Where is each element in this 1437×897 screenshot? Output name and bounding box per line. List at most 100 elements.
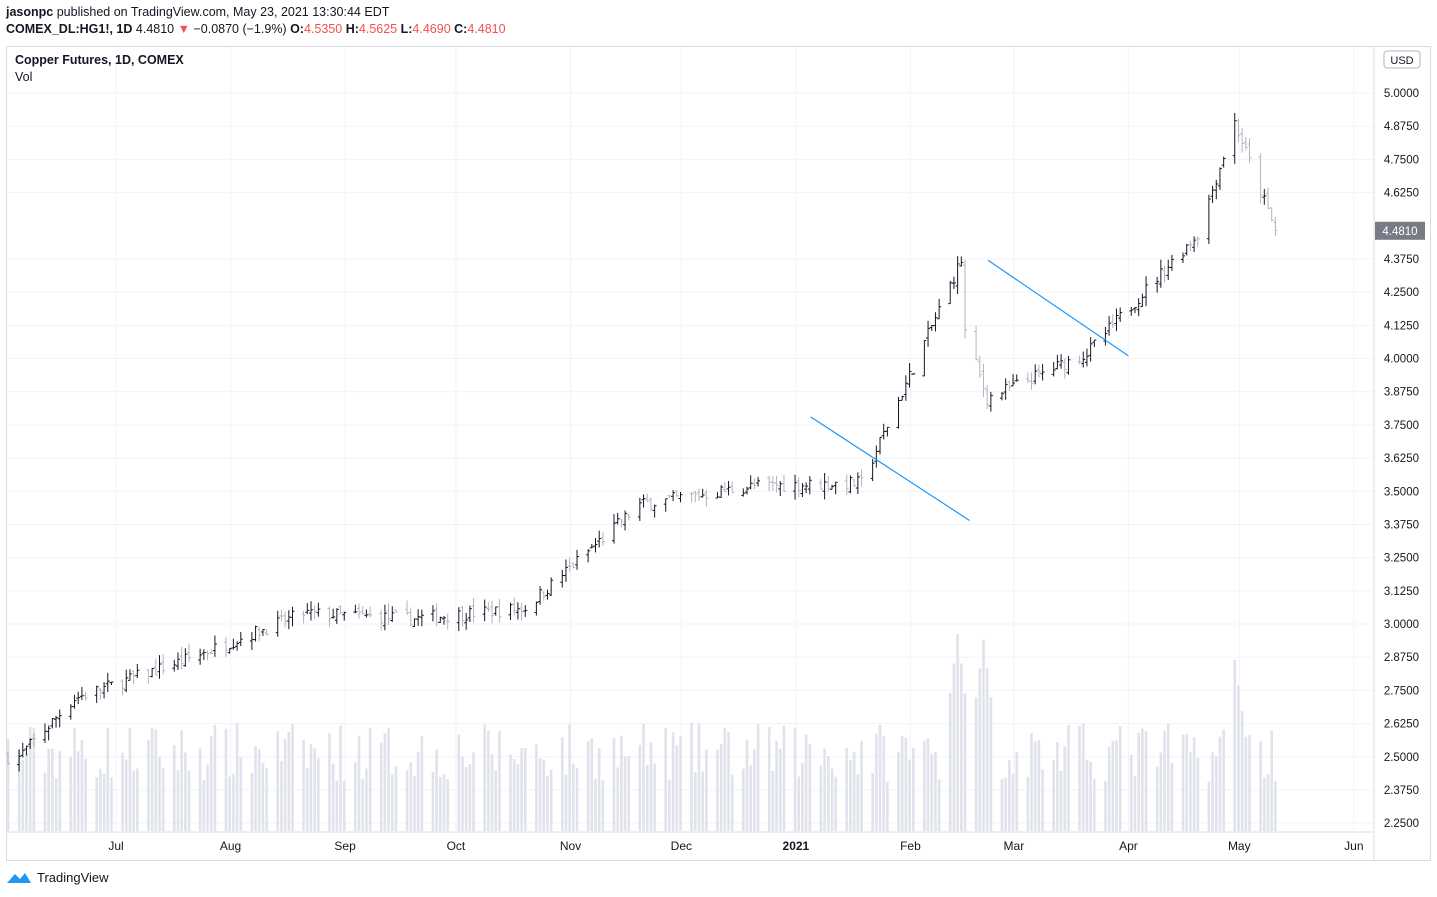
ohlc-bar (1158, 259, 1163, 288)
volume-bar (572, 763, 575, 831)
volume-bar (331, 763, 335, 831)
volume-bar (239, 757, 243, 831)
chart-frame[interactable] (6, 46, 1431, 861)
ohlc-bar (800, 483, 805, 497)
volume-bar (586, 741, 590, 831)
ohlc-bar (959, 256, 964, 267)
ohlc-bar (393, 609, 398, 613)
ohlc-bar (357, 603, 362, 619)
ohlc-bar (57, 709, 62, 728)
volume-bar (76, 751, 80, 831)
volume-legend-label[interactable]: Vol (15, 70, 33, 84)
volume-bar (727, 732, 730, 831)
volume-bar (716, 749, 719, 831)
volume-bar (180, 730, 183, 831)
symbol-name: COMEX_DL:HG1!, 1D (6, 22, 133, 36)
volume-bar (494, 770, 498, 831)
ohlc-bar (153, 658, 158, 676)
volume-bar (697, 723, 701, 831)
volume-bar (335, 780, 339, 831)
time-tick-label: 2021 (783, 839, 810, 853)
volume-bar (468, 764, 472, 831)
volume-bar (187, 770, 191, 831)
ohlc-bar (54, 715, 59, 728)
ohlc-bar (430, 605, 435, 622)
volume-bar (934, 751, 937, 831)
price-tick-label: 5.0000 (1384, 88, 1419, 100)
ohlc-bar (327, 606, 332, 628)
ohlc-bar (68, 704, 73, 720)
ohlc-bar (1025, 372, 1030, 384)
volume-bar (1163, 730, 1166, 831)
ohlc-bar (405, 600, 410, 616)
ohlc-bar (519, 602, 524, 621)
ohlc-bar (1192, 236, 1197, 252)
volume-bar (1274, 780, 1277, 831)
ohlc-bar (752, 478, 757, 490)
price-tick-label: 3.0000 (1384, 619, 1419, 631)
series-legend-title[interactable]: Copper Futures, 1D, COMEX (15, 53, 184, 67)
volume-bar (675, 745, 679, 831)
symbol-line: COMEX_DL:HG1!, 1D 4.4810 ▼ −0.0870 (−1.9… (6, 22, 506, 36)
ohlc-bar (408, 607, 413, 627)
ohlc-bar (885, 426, 890, 437)
ohlc-bar (1088, 337, 1093, 362)
volume-bar (1233, 659, 1237, 831)
ohlc-bar (1003, 378, 1008, 400)
publisher-line: jasonpc published on TradingView.com, Ma… (6, 5, 389, 19)
ohlc-bar (778, 481, 783, 496)
volume-bar (826, 755, 830, 831)
price-tick-label: 2.7500 (1384, 685, 1419, 697)
ohlc-bar (79, 686, 84, 701)
ohlc-bar (1118, 307, 1123, 322)
ohlc-bar (412, 618, 417, 628)
volume-bar (1037, 740, 1041, 831)
volume-bar (198, 748, 202, 831)
price-tick-label: 3.2500 (1384, 553, 1419, 565)
volume-bar (383, 733, 387, 831)
volume-bar (232, 773, 235, 831)
currency-badge[interactable]: USD (1383, 50, 1421, 69)
volume-bar (51, 748, 54, 831)
volume-bar (1000, 778, 1004, 831)
ohlc-bar (804, 482, 809, 494)
volume-bar (1192, 737, 1196, 831)
volume-bar (1218, 736, 1222, 831)
volume-bar (47, 748, 50, 831)
ohlc-bar (460, 605, 465, 627)
price-tick-label: 2.2500 (1384, 818, 1419, 830)
volume-bar (719, 744, 723, 831)
volume-bar (228, 776, 231, 831)
ohlc-bar (301, 610, 306, 624)
volume-bar (1137, 732, 1140, 831)
volume-bar (793, 727, 797, 831)
volume-bar (1263, 777, 1266, 831)
brand[interactable]: TradingView (6, 870, 109, 885)
ohlc-bar (1144, 276, 1149, 307)
volume-bar (291, 724, 294, 831)
price-tick-label: 4.1250 (1384, 320, 1419, 332)
ohlc-bar (283, 611, 288, 628)
currency-label: USD (1390, 55, 1413, 67)
ohlc-bar (560, 569, 565, 588)
volume-bar (1207, 781, 1211, 831)
ohlc-bar (419, 609, 424, 627)
volume-bar (257, 748, 261, 831)
ohlc-bar (17, 749, 22, 772)
volume-bar (365, 768, 368, 831)
ohlc-bar (549, 577, 554, 597)
volume-bar (1059, 771, 1063, 831)
publisher-name[interactable]: jasonpc (6, 5, 54, 19)
ohlc-bar (600, 532, 605, 546)
volume-bar (32, 728, 36, 831)
ohlc-bar (46, 725, 51, 741)
ohlc-bar (1062, 358, 1067, 379)
ohlc-bar (515, 602, 520, 620)
ohlc-bar (999, 391, 1004, 401)
price-tick-label: 3.3750 (1384, 519, 1419, 531)
ohlc-bar (1184, 243, 1189, 256)
ohlc-bar (94, 685, 99, 703)
ohlc-bar (926, 320, 931, 347)
ohlc-bar (1221, 156, 1226, 168)
